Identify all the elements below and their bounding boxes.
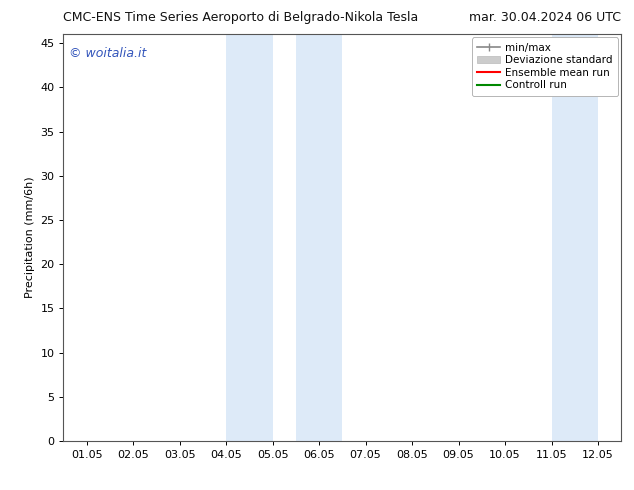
Bar xyxy=(552,34,598,441)
Bar xyxy=(226,34,273,441)
Text: mar. 30.04.2024 06 UTC: mar. 30.04.2024 06 UTC xyxy=(469,11,621,24)
Legend: min/max, Deviazione standard, Ensemble mean run, Controll run: min/max, Deviazione standard, Ensemble m… xyxy=(472,37,618,96)
Bar xyxy=(621,34,634,441)
Text: © woitalia.it: © woitalia.it xyxy=(69,47,146,59)
Text: CMC-ENS Time Series Aeroporto di Belgrado-Nikola Tesla: CMC-ENS Time Series Aeroporto di Belgrad… xyxy=(63,11,418,24)
Bar xyxy=(296,34,342,441)
Y-axis label: Precipitation (mm/6h): Precipitation (mm/6h) xyxy=(25,177,35,298)
